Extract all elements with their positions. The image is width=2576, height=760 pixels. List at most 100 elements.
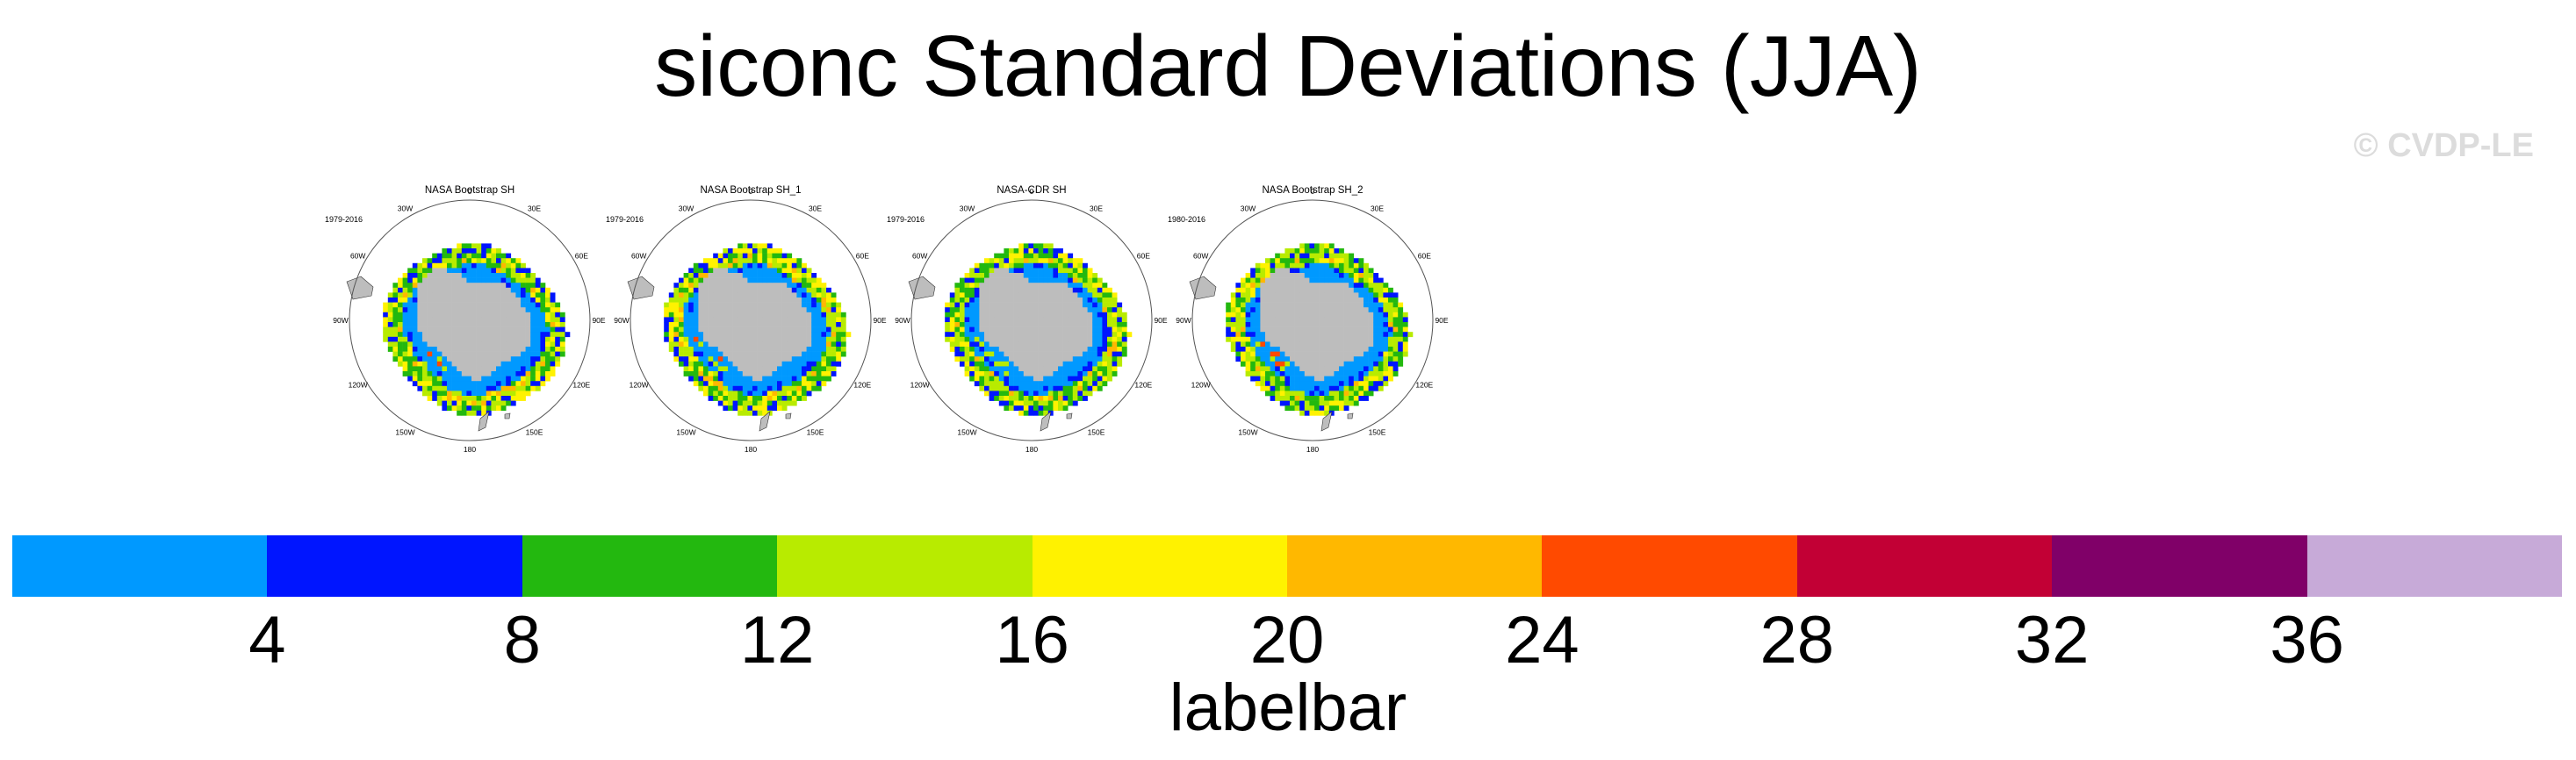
grid-cell <box>1309 277 1315 283</box>
grid-cell <box>1043 243 1049 249</box>
grid-cell <box>1343 317 1349 323</box>
grid-cell <box>432 292 438 298</box>
grid-cell <box>1047 298 1054 303</box>
grid-cell <box>752 243 758 249</box>
grid-cell <box>1255 351 1261 357</box>
grid-cell <box>1230 302 1236 308</box>
grid-cell <box>559 336 565 342</box>
grid-cell <box>1250 361 1256 367</box>
grid-cell <box>466 262 472 269</box>
longitude-label: 180 <box>464 445 476 454</box>
grid-cell <box>457 381 463 387</box>
grid-cell <box>762 391 768 397</box>
grid-cell <box>432 351 438 357</box>
grid-cell <box>398 277 403 283</box>
grid-cell <box>821 371 827 376</box>
grid-cell <box>451 391 457 397</box>
grid-cell <box>1339 385 1344 391</box>
grid-cell <box>436 361 443 367</box>
grid-cell <box>806 332 812 338</box>
grid-cell <box>457 341 463 348</box>
grid-cell <box>521 307 526 313</box>
grid-cell <box>791 326 797 333</box>
grid-cell <box>989 347 995 352</box>
grid-cell <box>772 292 778 298</box>
grid-cell <box>506 292 512 298</box>
grid-cell <box>791 356 797 362</box>
grid-cell <box>530 302 536 308</box>
grid-cell <box>787 366 793 372</box>
grid-cell <box>1290 391 1295 397</box>
grid-cell <box>525 302 531 308</box>
grid-cell <box>742 283 748 289</box>
grid-cell <box>1043 326 1049 333</box>
grid-cell <box>757 258 763 264</box>
grid-cell <box>1087 326 1093 333</box>
grid-cell <box>506 347 512 352</box>
grid-cell <box>515 391 522 397</box>
grid-cell <box>1047 351 1054 357</box>
grid-cell <box>476 326 482 333</box>
grid-cell <box>1102 322 1108 327</box>
grid-cell <box>481 307 487 313</box>
grid-cell <box>1107 366 1112 372</box>
grid-cell <box>506 351 512 357</box>
grid-cell <box>1097 332 1103 338</box>
grid-cell <box>679 312 684 318</box>
grid-cell <box>1121 336 1127 342</box>
grid-cell <box>432 253 438 259</box>
grid-cell <box>1328 312 1335 318</box>
grid-cell <box>732 317 738 323</box>
grid-cell <box>392 287 399 293</box>
grid-cell <box>525 361 531 367</box>
grid-cell <box>432 385 438 391</box>
panel-years: 1979-2016 <box>887 215 925 224</box>
grid-cell <box>1112 332 1118 338</box>
grid-cell <box>757 317 763 323</box>
grid-cell <box>1270 332 1276 338</box>
grid-cell <box>510 283 516 289</box>
grid-cell <box>738 298 744 303</box>
grid-cell <box>1241 292 1246 298</box>
grid-cell <box>693 356 699 362</box>
grid-cell <box>1265 258 1270 264</box>
grid-cell <box>1009 371 1014 376</box>
grid-cell <box>738 405 744 412</box>
grid-cell <box>1328 336 1335 342</box>
longitude-label: 30W <box>398 204 413 213</box>
grid-cell <box>442 341 448 348</box>
grid-cell <box>772 347 778 352</box>
grid-cell <box>836 356 842 362</box>
grid-cell <box>1013 322 1019 327</box>
grid-cell <box>1230 336 1236 342</box>
grid-cell <box>510 396 516 401</box>
grid-cell <box>486 351 492 357</box>
grid-cell <box>1004 292 1010 298</box>
grid-cell <box>442 391 448 397</box>
grid-cell <box>1072 292 1078 298</box>
grid-cell <box>535 381 541 387</box>
grid-cell <box>540 351 546 357</box>
grid-cell <box>555 347 561 352</box>
grid-cell <box>717 277 723 283</box>
grid-cell <box>1343 262 1349 269</box>
grid-cell <box>840 332 846 338</box>
grid-cell <box>698 273 704 278</box>
grid-cell <box>1255 322 1261 327</box>
grid-cell <box>521 391 526 397</box>
grid-cell <box>1092 277 1098 283</box>
grid-cell <box>954 341 961 348</box>
grid-cell <box>1018 302 1025 308</box>
grid-cell <box>525 336 531 342</box>
grid-cell <box>1062 253 1069 259</box>
grid-cell <box>679 356 684 362</box>
grid-cell <box>1235 356 1241 362</box>
grid-cell <box>457 283 463 289</box>
grid-cell <box>1358 298 1364 303</box>
grid-cell <box>1092 366 1098 372</box>
grid-cell <box>1290 341 1295 348</box>
grid-cell <box>1328 273 1335 278</box>
grid-cell <box>1013 262 1019 269</box>
grid-cell <box>387 298 393 303</box>
grid-cell <box>960 312 965 318</box>
